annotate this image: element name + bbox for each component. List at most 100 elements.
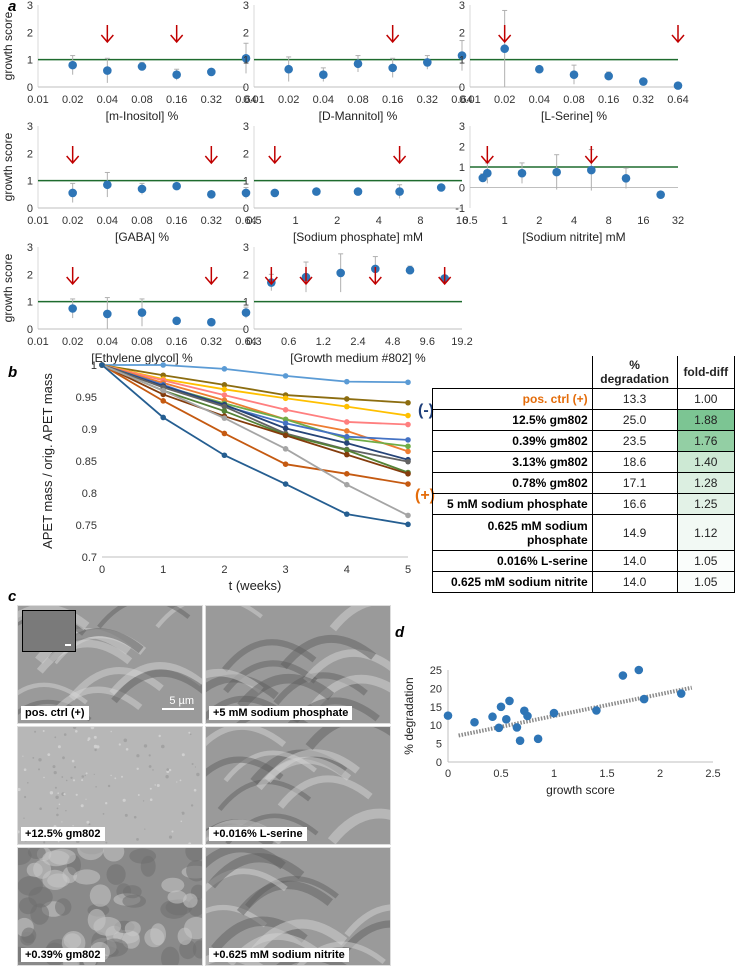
series-point <box>344 396 350 402</box>
red-arrow-marker <box>671 25 685 44</box>
x-axis-title: [Sodium phosphate] mM <box>293 230 423 244</box>
series-line <box>101 364 409 526</box>
data-point <box>207 190 216 199</box>
data-point <box>515 736 525 745</box>
table-cell-pct: 14.0 <box>592 550 678 572</box>
series-point <box>344 447 350 453</box>
x-tick-label: 4 <box>376 215 382 227</box>
table-row: 0.39% gm802 23.5 1.76 <box>432 430 735 452</box>
series-point <box>344 451 350 458</box>
data-point <box>656 190 665 199</box>
x-tick-label: 0.16 <box>382 94 403 106</box>
data-point <box>533 734 543 744</box>
red-arrow-marker <box>66 267 80 286</box>
y-tick-label: 20 <box>430 683 442 695</box>
panel-label-d: d <box>395 624 405 641</box>
table-row: 0.78% gm802 17.1 1.28 <box>432 472 735 494</box>
table-row: pos. ctrl (+) 13.3 1.00 <box>432 388 735 410</box>
degradation-table-body: pos. ctrl (+) 13.3 1.00 12.5% gm802 25.0 1.88… <box>432 388 735 593</box>
series-point <box>405 471 411 477</box>
table-cell-fold: 1.25 <box>677 493 735 515</box>
data-point <box>241 308 251 317</box>
data-point <box>549 708 559 718</box>
sem-texture <box>18 727 202 844</box>
x-tick-label: 0.32 <box>201 215 222 227</box>
x-tick-label: 32 <box>672 215 684 227</box>
data-point <box>207 317 216 327</box>
table-row: 12.5% gm802 25.0 1.88 <box>432 409 735 431</box>
series-line <box>101 364 409 485</box>
inset-overview <box>22 610 76 652</box>
growth-plot-mannitol: 0 1 2 3 0.01 0.02 0.04 0.08 0.16 0.32 0.64 [D-Manni… <box>243 0 473 123</box>
growth-plot-gm802: 0 1 2 3 0.3 0.6 1.2 2.4 4.8 9.6 19.2 [Growth medium… <box>243 242 473 365</box>
x-tick-label: 0.02 <box>278 94 299 106</box>
scale-bar <box>162 708 194 710</box>
y-tick-label: 0 <box>27 324 33 336</box>
data-point <box>592 706 601 715</box>
series-point <box>282 420 289 427</box>
series-point <box>344 471 350 477</box>
red-arrow-marker <box>204 146 218 165</box>
x-tick-label: 0.32 <box>417 94 438 106</box>
x-tick-label: 2 <box>536 215 542 227</box>
sem-image-label: +12.5% gm802 <box>21 827 105 841</box>
y-tick-label: 3 <box>243 242 249 254</box>
table-cell-condition: pos. ctrl (+) <box>432 388 593 410</box>
x-tick-label: 0.08 <box>131 336 152 348</box>
data-point <box>103 309 112 319</box>
y-axis-title: APET mass / orig. APET mass <box>40 373 55 549</box>
x-tick-label: 8 <box>606 215 612 227</box>
table-header-fold: fold-diff <box>677 356 735 389</box>
x-axis-title: growth score <box>546 783 615 797</box>
x-axis-title: [GABA] % <box>115 230 169 244</box>
y-tick-label: 0.95 <box>76 392 97 404</box>
series-point <box>221 430 228 437</box>
x-tick-label: 0.08 <box>131 215 152 227</box>
data-point <box>319 70 328 79</box>
degradation-table: % degradation fold-diff pos. ctrl (+) 13.… <box>432 356 735 593</box>
x-tick-label: 0.08 <box>347 94 368 106</box>
series-point <box>160 387 166 394</box>
x-tick-label: 0.5 <box>493 768 508 780</box>
degradation-line-chart: 0.7 0.75 0.8 0.85 0.9 0.95 1 0 1 2 3 4 5 t (weeks) APE… <box>40 360 435 593</box>
series-point <box>344 433 350 440</box>
data-point <box>494 723 504 733</box>
table-cell-pct: 13.3 <box>592 388 678 410</box>
data-point <box>483 168 492 178</box>
data-point <box>137 184 147 194</box>
x-tick-label: 0.32 <box>201 94 222 106</box>
data-point <box>353 187 363 196</box>
panel-label-c: c <box>8 588 17 605</box>
data-point <box>496 702 506 712</box>
y-tick-label: 1 <box>459 55 465 67</box>
sem-image-label: pos. ctrl (+) <box>21 706 89 720</box>
x-tick-label: 0.16 <box>166 215 187 227</box>
series-point <box>282 407 289 413</box>
growth-plot-inositol: 0 1 2 3 0.01 0.02 0.04 0.08 0.16 0.32 0.64 [m-Inosi… <box>1 0 257 123</box>
x-tick-label: 1 <box>551 768 557 780</box>
series-point <box>405 379 411 386</box>
data-point <box>639 77 648 86</box>
series-point <box>344 511 350 517</box>
x-tick-label: 0.02 <box>494 94 515 106</box>
x-tick-label: 0.01 <box>459 94 480 106</box>
y-tick-label: 1 <box>243 176 249 188</box>
data-point <box>535 64 544 74</box>
table-cell-fold: 1.05 <box>677 571 735 593</box>
table-cell-pct: 25.0 <box>592 409 678 431</box>
sem-image-label: +5 mM sodium phosphate <box>209 706 353 720</box>
table-cell-pct: 17.1 <box>592 472 678 494</box>
series-line <box>101 364 409 441</box>
series-line <box>101 364 409 517</box>
x-tick-label: 16 <box>456 215 468 227</box>
y-tick-label: 0.7 <box>82 552 97 564</box>
series-line <box>102 364 409 384</box>
series-point <box>282 373 289 379</box>
data-point <box>470 717 479 727</box>
x-tick-label: 0.64 <box>235 336 256 348</box>
data-point <box>517 168 527 178</box>
series-point <box>221 403 228 410</box>
x-tick-label: 0.04 <box>97 94 118 106</box>
